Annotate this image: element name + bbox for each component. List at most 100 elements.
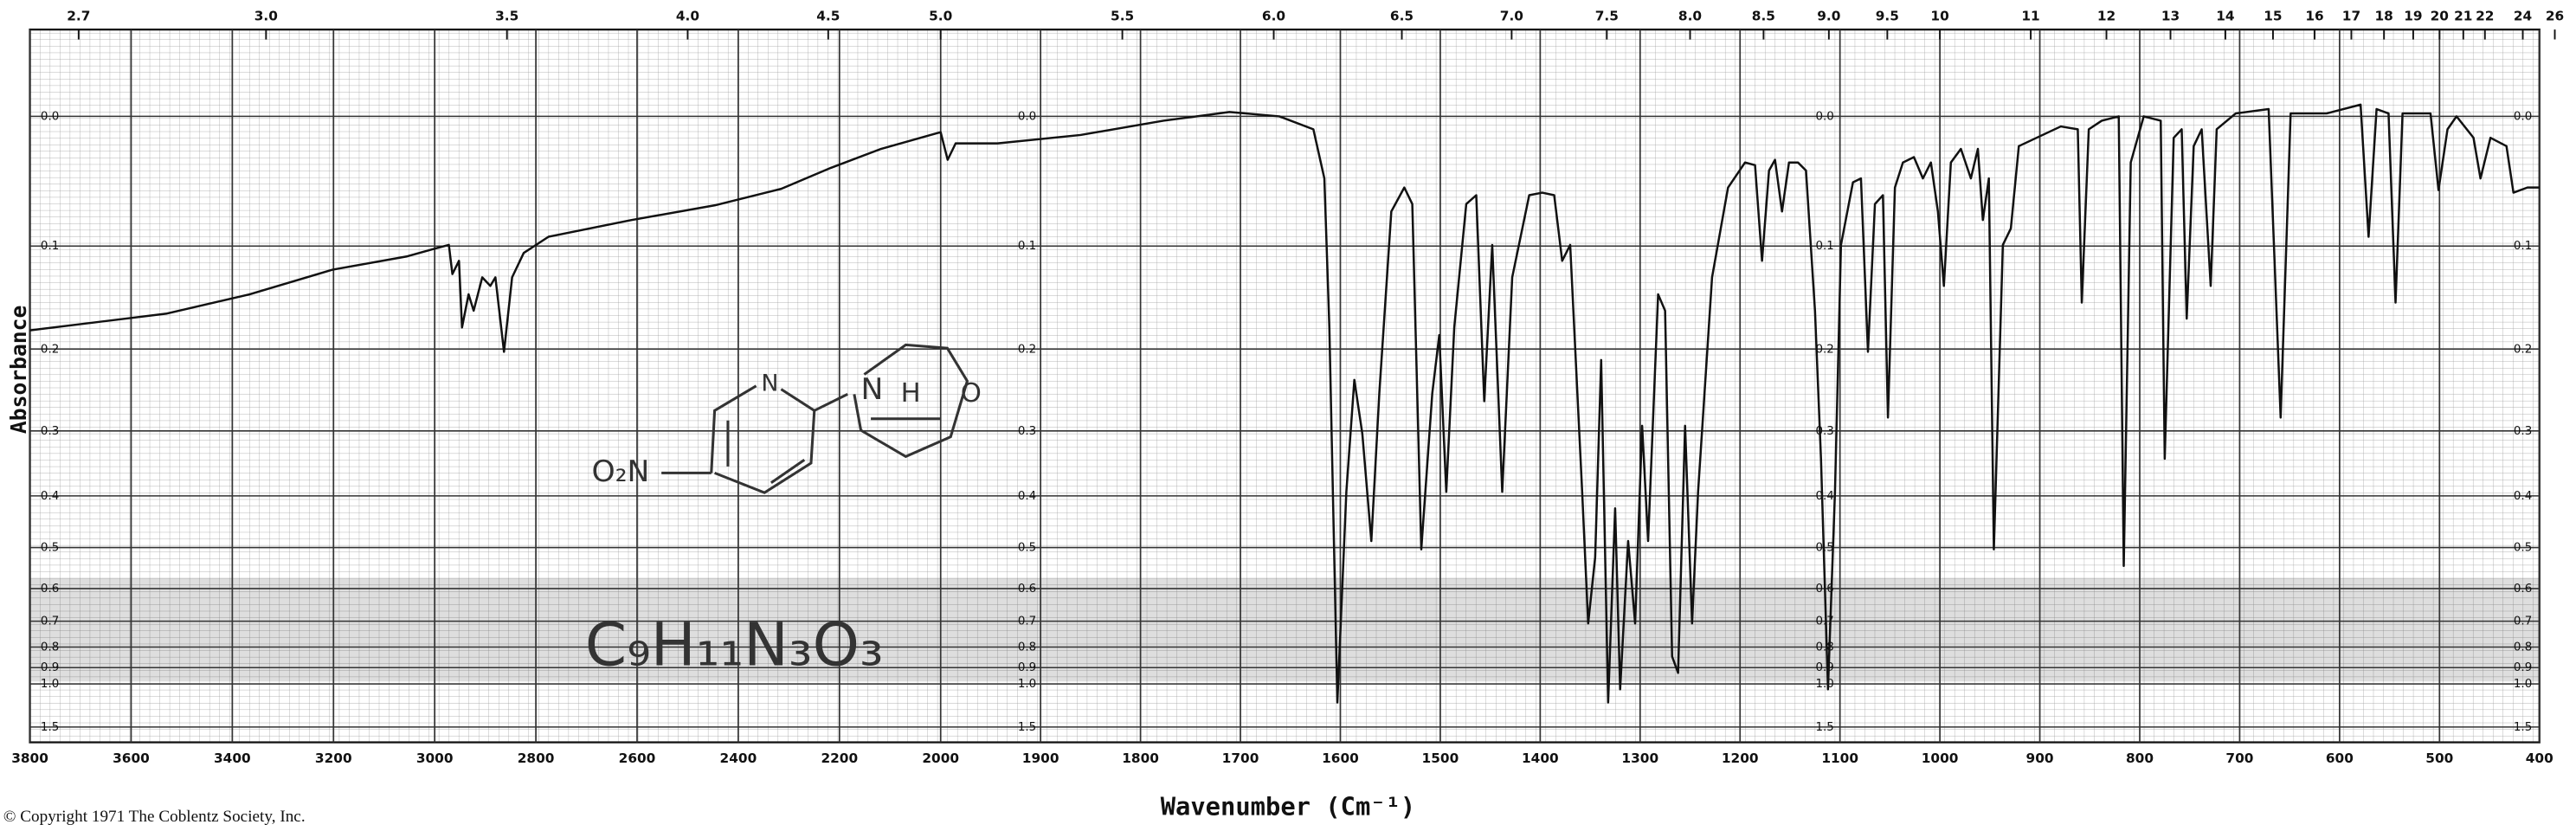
- y-tick-label: 0.7: [2514, 615, 2532, 628]
- x-tick-label: 2000: [922, 750, 959, 766]
- structure-label: N: [761, 370, 778, 397]
- structure: [661, 343, 969, 494]
- y-tick-label: 0.4: [1018, 490, 1036, 503]
- y-tick-label: 0.0: [41, 110, 59, 123]
- y-tick-label: 1.5: [1018, 721, 1036, 734]
- y-tick-label: 0.4: [1815, 490, 1833, 503]
- x2-tick-label: 14: [2216, 9, 2234, 24]
- x-tick-label: 900: [2026, 750, 2054, 766]
- x2-tick-label: 2.7: [67, 9, 90, 24]
- y-axis-label: Absorbance: [6, 306, 31, 434]
- y-tick-label: 1.5: [1815, 721, 1833, 734]
- y-tick-label: 0.5: [1018, 542, 1036, 555]
- plot-layer: 3800 3600 3400 3200 3000 2800 2600 2400 2200 2000…: [11, 9, 2564, 766]
- copyright: © Copyright 1971 The Coblentz Society, I…: [3, 808, 306, 826]
- y-tick-label: 0.1: [1815, 240, 1833, 253]
- x2-tick-label: 22: [2476, 9, 2494, 24]
- x-tick-label: 1900: [1022, 750, 1059, 766]
- x-tick-label: 1100: [1821, 750, 1858, 766]
- x2-tick-label: 16: [2305, 9, 2323, 24]
- x2-tick-label: 4.0: [676, 9, 699, 24]
- structure-label: O: [961, 378, 982, 409]
- x-tick-label: 400: [2526, 750, 2553, 766]
- x2-tick-label: 15: [2264, 9, 2282, 24]
- x2-tick-label: 4.5: [816, 9, 840, 24]
- y-tick-label: 0.4: [41, 490, 59, 503]
- y-tick-label: 1.0: [1815, 678, 1833, 691]
- x-tick-label: 1400: [1522, 750, 1559, 766]
- paper-shading: [29, 577, 2540, 682]
- y-tick-label: 0.1: [2514, 240, 2532, 253]
- x-tick-label: 1600: [1322, 750, 1359, 766]
- x2-tick-label: 7.5: [1595, 9, 1619, 24]
- y-tick-label: 0.2: [41, 343, 59, 356]
- x2-tick-label: 17: [2342, 9, 2360, 24]
- y-tick-label: 0.5: [2514, 542, 2532, 555]
- x2-tick-label: 26: [2546, 9, 2564, 24]
- y-tick-label: 1.5: [41, 721, 59, 734]
- x-tick-label: 2600: [619, 750, 656, 766]
- morpholine-ring: [814, 343, 969, 459]
- x2-tick-label: 9.5: [1876, 9, 1899, 24]
- x2-tick-label: 18: [2375, 9, 2393, 24]
- y-tick-label: 0.2: [1815, 343, 1833, 356]
- x2-tick-label: 24: [2514, 9, 2532, 24]
- x-tick-label: 1000: [1922, 750, 1959, 766]
- y-tick-label: 0.7: [41, 615, 59, 628]
- y-tick-label: 0.4: [2514, 490, 2532, 503]
- y-tick-label: 0.0: [1018, 110, 1036, 123]
- x-tick-label: 500: [2425, 750, 2453, 766]
- x2-tick-label: 20: [2431, 9, 2449, 24]
- x-tick-label: 800: [2126, 750, 2154, 766]
- y-tick-label: 0.3: [41, 425, 59, 438]
- x-axis-label: Wavenumber (Cm⁻¹): [1161, 792, 1416, 821]
- x2-tick-label: 5.5: [1111, 9, 1134, 24]
- x-tick-label: 2400: [720, 750, 757, 766]
- y-tick-label: 0.6: [1018, 583, 1036, 596]
- x-tick-label: 1500: [1422, 750, 1459, 766]
- y-tick-label: 0.8: [2514, 641, 2532, 654]
- y-tick-label: 0.1: [1018, 240, 1036, 253]
- y-tick-label: 0.5: [1815, 542, 1833, 555]
- structure-label: N: [861, 372, 884, 407]
- y-tick-label: 1.5: [2514, 721, 2532, 734]
- y-tick-label: 1.0: [2514, 678, 2532, 691]
- y-tick-label: 0.0: [1815, 110, 1833, 123]
- x2-tick-label: 21: [2454, 9, 2472, 24]
- x2-tick-label: 6.5: [1390, 9, 1414, 24]
- x2-tick-label: 19: [2404, 9, 2422, 24]
- y-tick-label: 0.8: [1018, 641, 1036, 654]
- y-tick-label: 0.2: [2514, 343, 2532, 356]
- y-tick-label: 0.5: [41, 542, 59, 555]
- structure-label: H: [901, 378, 921, 409]
- x2-tick-label: 5.0: [929, 9, 952, 24]
- x-tick-label: 1800: [1122, 750, 1159, 766]
- pyridine-ring: [661, 384, 816, 494]
- x2-tick-label: 8.0: [1678, 9, 1702, 24]
- x2-tick-label: 8.5: [1752, 9, 1775, 24]
- y-tick-label: 0.3: [1018, 425, 1036, 438]
- x2-tick-label: 9.0: [1817, 9, 1840, 24]
- x-tick-label: 3800: [11, 750, 48, 766]
- x-tick-label: 3000: [416, 750, 454, 766]
- x-tick-label: 2800: [518, 750, 555, 766]
- x2-tick-label: 6.0: [1262, 9, 1285, 24]
- x-tick-label: 3200: [315, 750, 352, 766]
- molecular-formula: C₉H₁₁N₃O₃: [585, 611, 884, 680]
- spectrum-line: [29, 103, 2540, 704]
- y-tick-label: 0.8: [1815, 641, 1833, 654]
- x2-tick-label: 13: [2161, 9, 2180, 24]
- y-tick-label: 0.6: [2514, 583, 2532, 596]
- structure-label: O₂N: [592, 454, 650, 489]
- y-tick-label: 0.7: [1018, 615, 1036, 628]
- x2-tick-label: 10: [1930, 9, 1948, 24]
- x2-tick-label: 11: [2021, 9, 2039, 24]
- x-tick-label: 1200: [1722, 750, 1759, 766]
- y-tick-label: 0.1: [41, 240, 59, 253]
- x-tick-label: 700: [2225, 750, 2253, 766]
- y-tick-label: 0.3: [2514, 425, 2532, 438]
- y-tick-label: 0.9: [1018, 661, 1036, 674]
- y-tick-label: 1.0: [1018, 678, 1036, 691]
